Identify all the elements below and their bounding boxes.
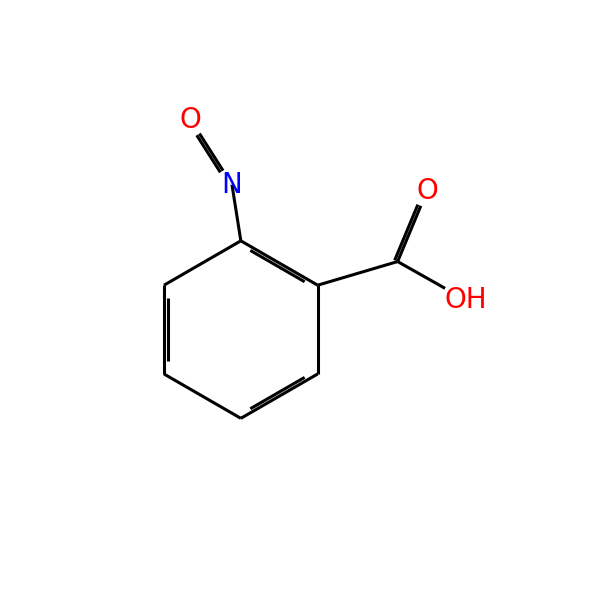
Text: N: N — [221, 170, 242, 199]
Text: O: O — [416, 176, 438, 205]
Text: OH: OH — [445, 286, 487, 314]
Text: O: O — [179, 106, 202, 134]
